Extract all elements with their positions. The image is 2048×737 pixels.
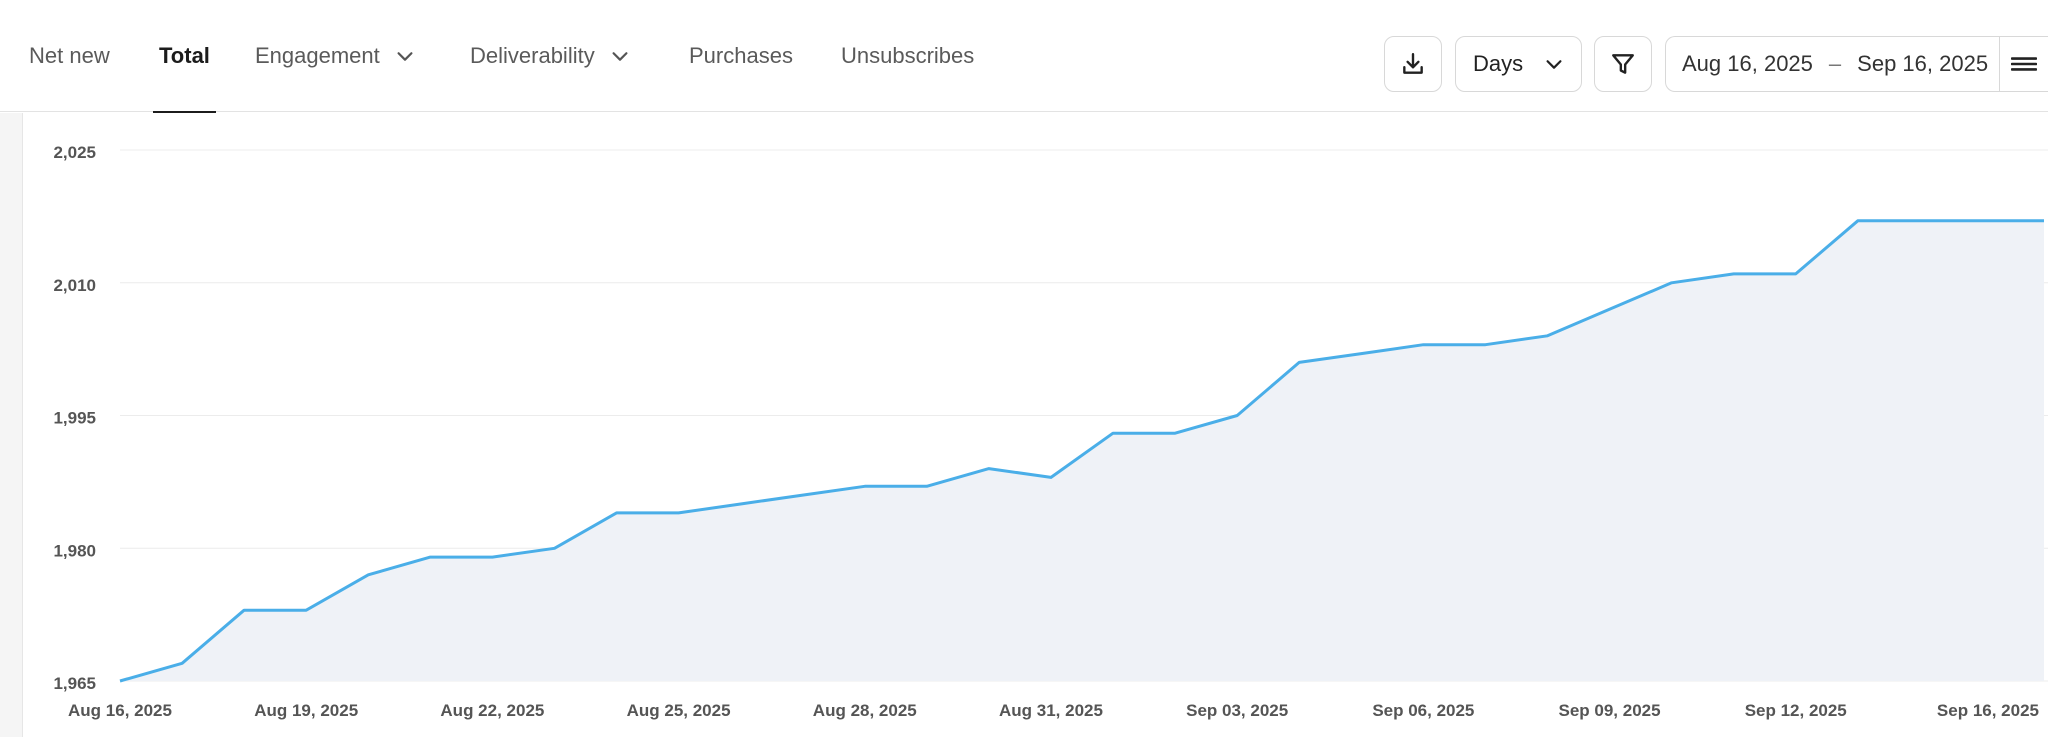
tab-purchases[interactable]: Purchases <box>689 0 793 112</box>
series-area <box>120 220 2044 682</box>
tab-label: Total <box>159 43 210 68</box>
download-button[interactable] <box>1384 36 1442 92</box>
series-line <box>119 219 2044 683</box>
download-icon <box>1403 53 1423 74</box>
tab-unsubscribes[interactable]: Unsubscribes <box>841 0 974 112</box>
active-tab-underline <box>153 111 216 113</box>
granularity-select[interactable]: Days <box>1455 36 1582 92</box>
x-tick-label: Aug 16, 2025 <box>68 701 172 720</box>
date-end: Sep 16, 2025 <box>1857 51 1989 76</box>
top-toolbar: Net new Total Engagement Deliverability … <box>0 0 2048 113</box>
chevron-down-icon <box>1546 60 1562 69</box>
tab-label: Deliverability <box>470 43 595 68</box>
tab-label: Engagement <box>255 43 380 68</box>
x-tick-label: Aug 22, 2025 <box>440 701 544 720</box>
date-separator: – <box>1828 51 1842 76</box>
tab-label: Unsubscribes <box>841 43 975 68</box>
x-tick-label: Aug 28, 2025 <box>813 701 917 720</box>
x-tick-label: Aug 31, 2025 <box>999 701 1103 720</box>
x-tick-label: Sep 16, 2025 <box>1937 701 2039 720</box>
date-range-picker[interactable]: Aug 16, 2025 – Sep 16, 2025 <box>1665 36 2001 92</box>
x-tick-label: Sep 03, 2025 <box>1186 701 1288 720</box>
x-tick-label: Sep 09, 2025 <box>1559 701 1661 720</box>
date-start: Aug 16, 2025 <box>1682 51 1813 76</box>
x-tick-label: Sep 06, 2025 <box>1372 701 1474 720</box>
tab-net-new[interactable]: Net new <box>29 0 110 112</box>
y-tick-label: 1,995 <box>53 409 96 428</box>
granularity-value: Days <box>1473 51 1524 76</box>
chevron-down-icon <box>397 52 413 61</box>
filter-button[interactable] <box>1594 36 1652 92</box>
tab-engagement[interactable]: Engagement <box>255 0 416 112</box>
tab-deliverability[interactable]: Deliverability <box>470 0 631 112</box>
y-tick-label: 1,980 <box>53 541 96 560</box>
x-tick-label: Aug 19, 2025 <box>254 701 358 720</box>
menu-button[interactable] <box>1999 36 2048 92</box>
y-tick-label: 1,965 <box>53 674 96 693</box>
x-tick-label: Sep 12, 2025 <box>1745 701 1847 720</box>
menu-icon <box>2011 57 2037 71</box>
left-panel-edge <box>0 113 23 737</box>
chevron-down-icon <box>612 52 628 61</box>
filter-icon <box>1612 54 1634 74</box>
x-tick-label: Aug 25, 2025 <box>627 701 731 720</box>
tab-total[interactable]: Total <box>153 0 216 113</box>
y-tick-label: 2,010 <box>53 276 96 295</box>
tab-label: Net new <box>29 43 110 68</box>
tab-label: Purchases <box>689 43 793 68</box>
y-tick-label: 2,025 <box>53 143 96 162</box>
